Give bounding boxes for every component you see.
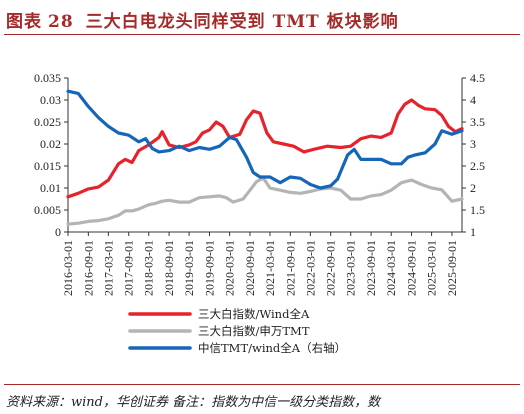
y-right-tick-label: 2: [470, 181, 476, 195]
x-tick-label: 2025-09-01: [445, 240, 459, 296]
x-tick-label: 2019-03-01: [182, 240, 196, 296]
y-left-tick-label: 0.01: [40, 181, 61, 195]
x-tick-label: 2023-03-01: [344, 240, 358, 296]
x-tick-label: 2017-09-01: [122, 240, 136, 296]
x-tick-label: 2020-09-01: [243, 240, 257, 296]
x-tick-label: 2018-09-01: [162, 240, 176, 296]
figure-number: 28: [48, 12, 74, 32]
x-tick-label: 2024-09-01: [405, 240, 419, 296]
source-text: 资料来源：wind，华创证券 备注：指数为中信一级分类指数，数: [6, 395, 381, 410]
x-tick-label: 2016-03-01: [61, 240, 75, 296]
y-left-tick-label: 0.005: [34, 203, 61, 217]
x-tick-label: 2021-09-01: [283, 240, 297, 296]
y-left-tick-label: 0.03: [40, 93, 61, 107]
y-left-tick-label: 0: [55, 225, 61, 239]
x-tick-label: 2018-03-01: [142, 240, 156, 296]
x-tick-label: 2022-03-01: [303, 240, 317, 296]
x-tick-label: 2017-03-01: [101, 240, 115, 296]
y-right-tick-label: 3: [470, 137, 476, 151]
y-left-tick-label: 0.015: [34, 159, 61, 173]
legend-label-3: 中信TMT/wind全A（右轴）: [198, 341, 346, 355]
x-tick-label: 2025-03-01: [425, 240, 439, 296]
x-tick-label: 2016-09-01: [81, 240, 95, 296]
x-tick-label: 2021-03-01: [263, 240, 277, 296]
figure-title: 图表 28 三大白电龙头同样受到 TMT 板块影响: [6, 7, 399, 32]
chart: 0 0.005 0.01 0.015 0.02 0.025 0.03 0.035 1 1.5 2 2.…: [34, 71, 485, 355]
y-right-tick-label: 1.5: [470, 203, 485, 217]
series-line-1: [66, 98, 464, 199]
x-tick-label: 2024-03-01: [384, 240, 398, 296]
y-right-tick-label: 1: [470, 225, 476, 239]
y-left-tick-label: 0.025: [34, 115, 61, 129]
y-left-tick-label: 0.035: [34, 71, 61, 85]
x-tick-label: 2019-09-01: [202, 240, 216, 296]
source-note: 资料来源：wind，华创证券 备注：指数为中信一级分类指数，数: [4, 384, 520, 410]
y-left-tick-label: 0.02: [40, 137, 61, 151]
x-tick-label: 2023-09-01: [364, 240, 378, 296]
y-right-tick-label: 4.5: [470, 71, 485, 85]
y-right-tick-label: 4: [470, 93, 476, 107]
series-line-3: [66, 89, 464, 190]
legend-label-1: 三大白指数/Wind全A: [198, 307, 310, 321]
y-right-tick-label: 2.5: [470, 159, 485, 173]
figure-title-text: 三大白电龙头同样受到 TMT 板块影响: [85, 12, 399, 32]
figure-title-bar: 图表 28 三大白电龙头同样受到 TMT 板块影响: [4, 2, 520, 35]
figure-label: 图表: [6, 12, 42, 32]
y-right-tick-label: 3.5: [470, 115, 485, 129]
x-tick-label: 2020-03-01: [223, 240, 237, 296]
legend-label-2: 三大白指数/申万TMT: [198, 324, 310, 338]
x-tick-label: 2022-09-01: [324, 240, 338, 296]
series-line-2: [66, 176, 464, 226]
